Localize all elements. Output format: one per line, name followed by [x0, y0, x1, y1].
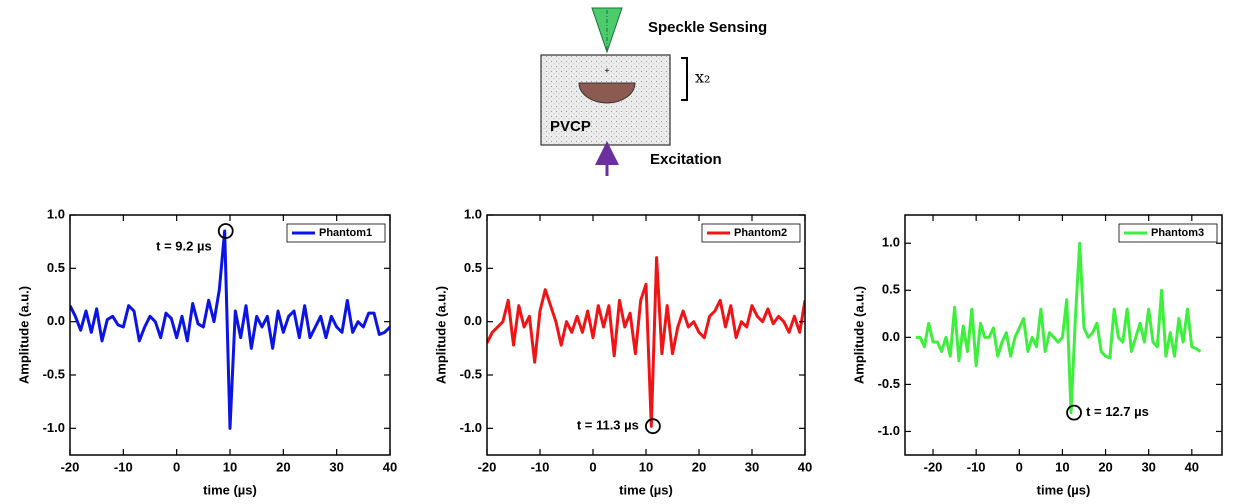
- annotation-circle: [644, 418, 661, 435]
- x-tick-label: 10: [1055, 459, 1069, 474]
- depth-label: x₂: [695, 68, 710, 87]
- x-tick-label: -10: [967, 459, 986, 474]
- annotation-text: t = 9.2 µs: [156, 238, 212, 253]
- x-tick-label: -10: [114, 459, 133, 474]
- chart-panel: -20 -10 0 10 20 30 40 -1.0 -0.5 0.0 0.5 1.0 time (µs…: [16, 206, 397, 497]
- x-tick-label: 30: [1141, 459, 1155, 474]
- legend-box: [286, 223, 386, 243]
- x-tick-label: 0: [1016, 459, 1023, 474]
- x-tick-label: -20: [478, 459, 497, 474]
- material-label: PVCP: [550, 118, 591, 135]
- inclusion: [578, 82, 636, 104]
- annotation-text: t = 12.7 µs: [1086, 404, 1149, 419]
- data-line: [70, 229, 390, 430]
- x-tick-label: 40: [1185, 459, 1199, 474]
- chart-panel: -20 -10 0 10 20 30 40 -1.0 -0.5 0.0 0.5 1.0 time (µs…: [851, 214, 1223, 497]
- y-tick-label: -1.0: [878, 423, 900, 438]
- y-tick-label: -1.0: [43, 420, 65, 435]
- plot-frame: [486, 214, 806, 456]
- y-tick-label: 1.0: [47, 206, 65, 221]
- x-tick-label: 10: [223, 459, 237, 474]
- x-axis-title: time (µs): [1037, 482, 1091, 497]
- y-tick-label: -0.5: [460, 366, 482, 381]
- legend-box: [1118, 223, 1218, 243]
- y-tick-label: 1.0: [464, 206, 482, 221]
- x-tick-label: -20: [61, 459, 80, 474]
- y-tick-label: 0.5: [47, 260, 65, 275]
- x-tick-label: 30: [745, 459, 759, 474]
- y-tick-label: 0.5: [464, 260, 482, 275]
- x-tick-label: 20: [276, 459, 290, 474]
- x-tick-label: 20: [1098, 459, 1112, 474]
- data-line: [487, 256, 805, 428]
- legend-box: [701, 223, 801, 243]
- setup-diagram: + x₂ Speckle Sensing PVCP Excitation: [540, 7, 767, 176]
- y-tick-label: 0.0: [464, 313, 482, 328]
- x-tick-label: 0: [173, 459, 180, 474]
- excitation-label: Excitation: [650, 151, 722, 168]
- plot-area: [70, 229, 390, 430]
- plot-frame: [904, 214, 1223, 456]
- sensing-label: Speckle Sensing: [648, 19, 767, 36]
- y-axis-title: Amplitude (a.u.): [851, 286, 866, 384]
- chart-panel: -20 -10 0 10 20 30 40 -1.0 -0.5 0.0 0.5 1.0 time (µs…: [433, 206, 812, 497]
- x-axis-title: time (µs): [203, 482, 257, 497]
- annotation-text: t = 11.3 µs: [577, 418, 639, 433]
- x-tick-label: -10: [531, 459, 550, 474]
- legend-label: Phantom1: [319, 227, 372, 239]
- y-axis-title: Amplitude (a.u.): [16, 286, 31, 384]
- x-tick-label: 30: [329, 459, 343, 474]
- y-tick-label: 0.0: [47, 313, 65, 328]
- legend-label: Phantom2: [734, 227, 787, 239]
- x-axis-title: time (µs): [619, 482, 673, 497]
- legend-label: Phantom3: [1151, 227, 1204, 239]
- data-line: [915, 241, 1202, 415]
- annotation-circle: [217, 223, 234, 239]
- y-tick-label: 1.0: [882, 235, 900, 250]
- y-tick-label: 0.0: [882, 329, 900, 344]
- y-tick-label: -1.0: [460, 420, 482, 435]
- plot-area: [915, 241, 1202, 415]
- y-tick-label: 0.5: [882, 282, 900, 297]
- y-tick-label: -0.5: [878, 376, 900, 391]
- plot-area: [487, 256, 805, 428]
- depth-bracket: [681, 57, 688, 101]
- marker-plus: +: [604, 65, 609, 75]
- x-tick-label: 20: [692, 459, 706, 474]
- x-tick-label: -20: [924, 459, 943, 474]
- annotation-circle: [1066, 404, 1082, 421]
- x-tick-label: 10: [639, 459, 653, 474]
- y-axis-title: Amplitude (a.u.): [433, 286, 448, 384]
- x-tick-label: 40: [798, 459, 812, 474]
- x-tick-label: 0: [589, 459, 596, 474]
- y-tick-label: -0.5: [43, 366, 65, 381]
- x-tick-label: 40: [383, 459, 397, 474]
